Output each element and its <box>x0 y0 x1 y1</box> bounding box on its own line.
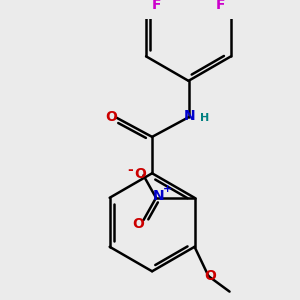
Text: O: O <box>135 167 147 181</box>
Text: O: O <box>133 217 145 231</box>
Text: O: O <box>105 110 117 124</box>
Text: N: N <box>183 109 195 123</box>
Text: H: H <box>200 113 209 123</box>
Text: F: F <box>216 0 225 12</box>
Text: O: O <box>204 268 216 283</box>
Text: F: F <box>152 0 161 12</box>
Text: N: N <box>153 189 165 203</box>
Text: -: - <box>127 163 133 177</box>
Text: +: + <box>163 184 172 194</box>
